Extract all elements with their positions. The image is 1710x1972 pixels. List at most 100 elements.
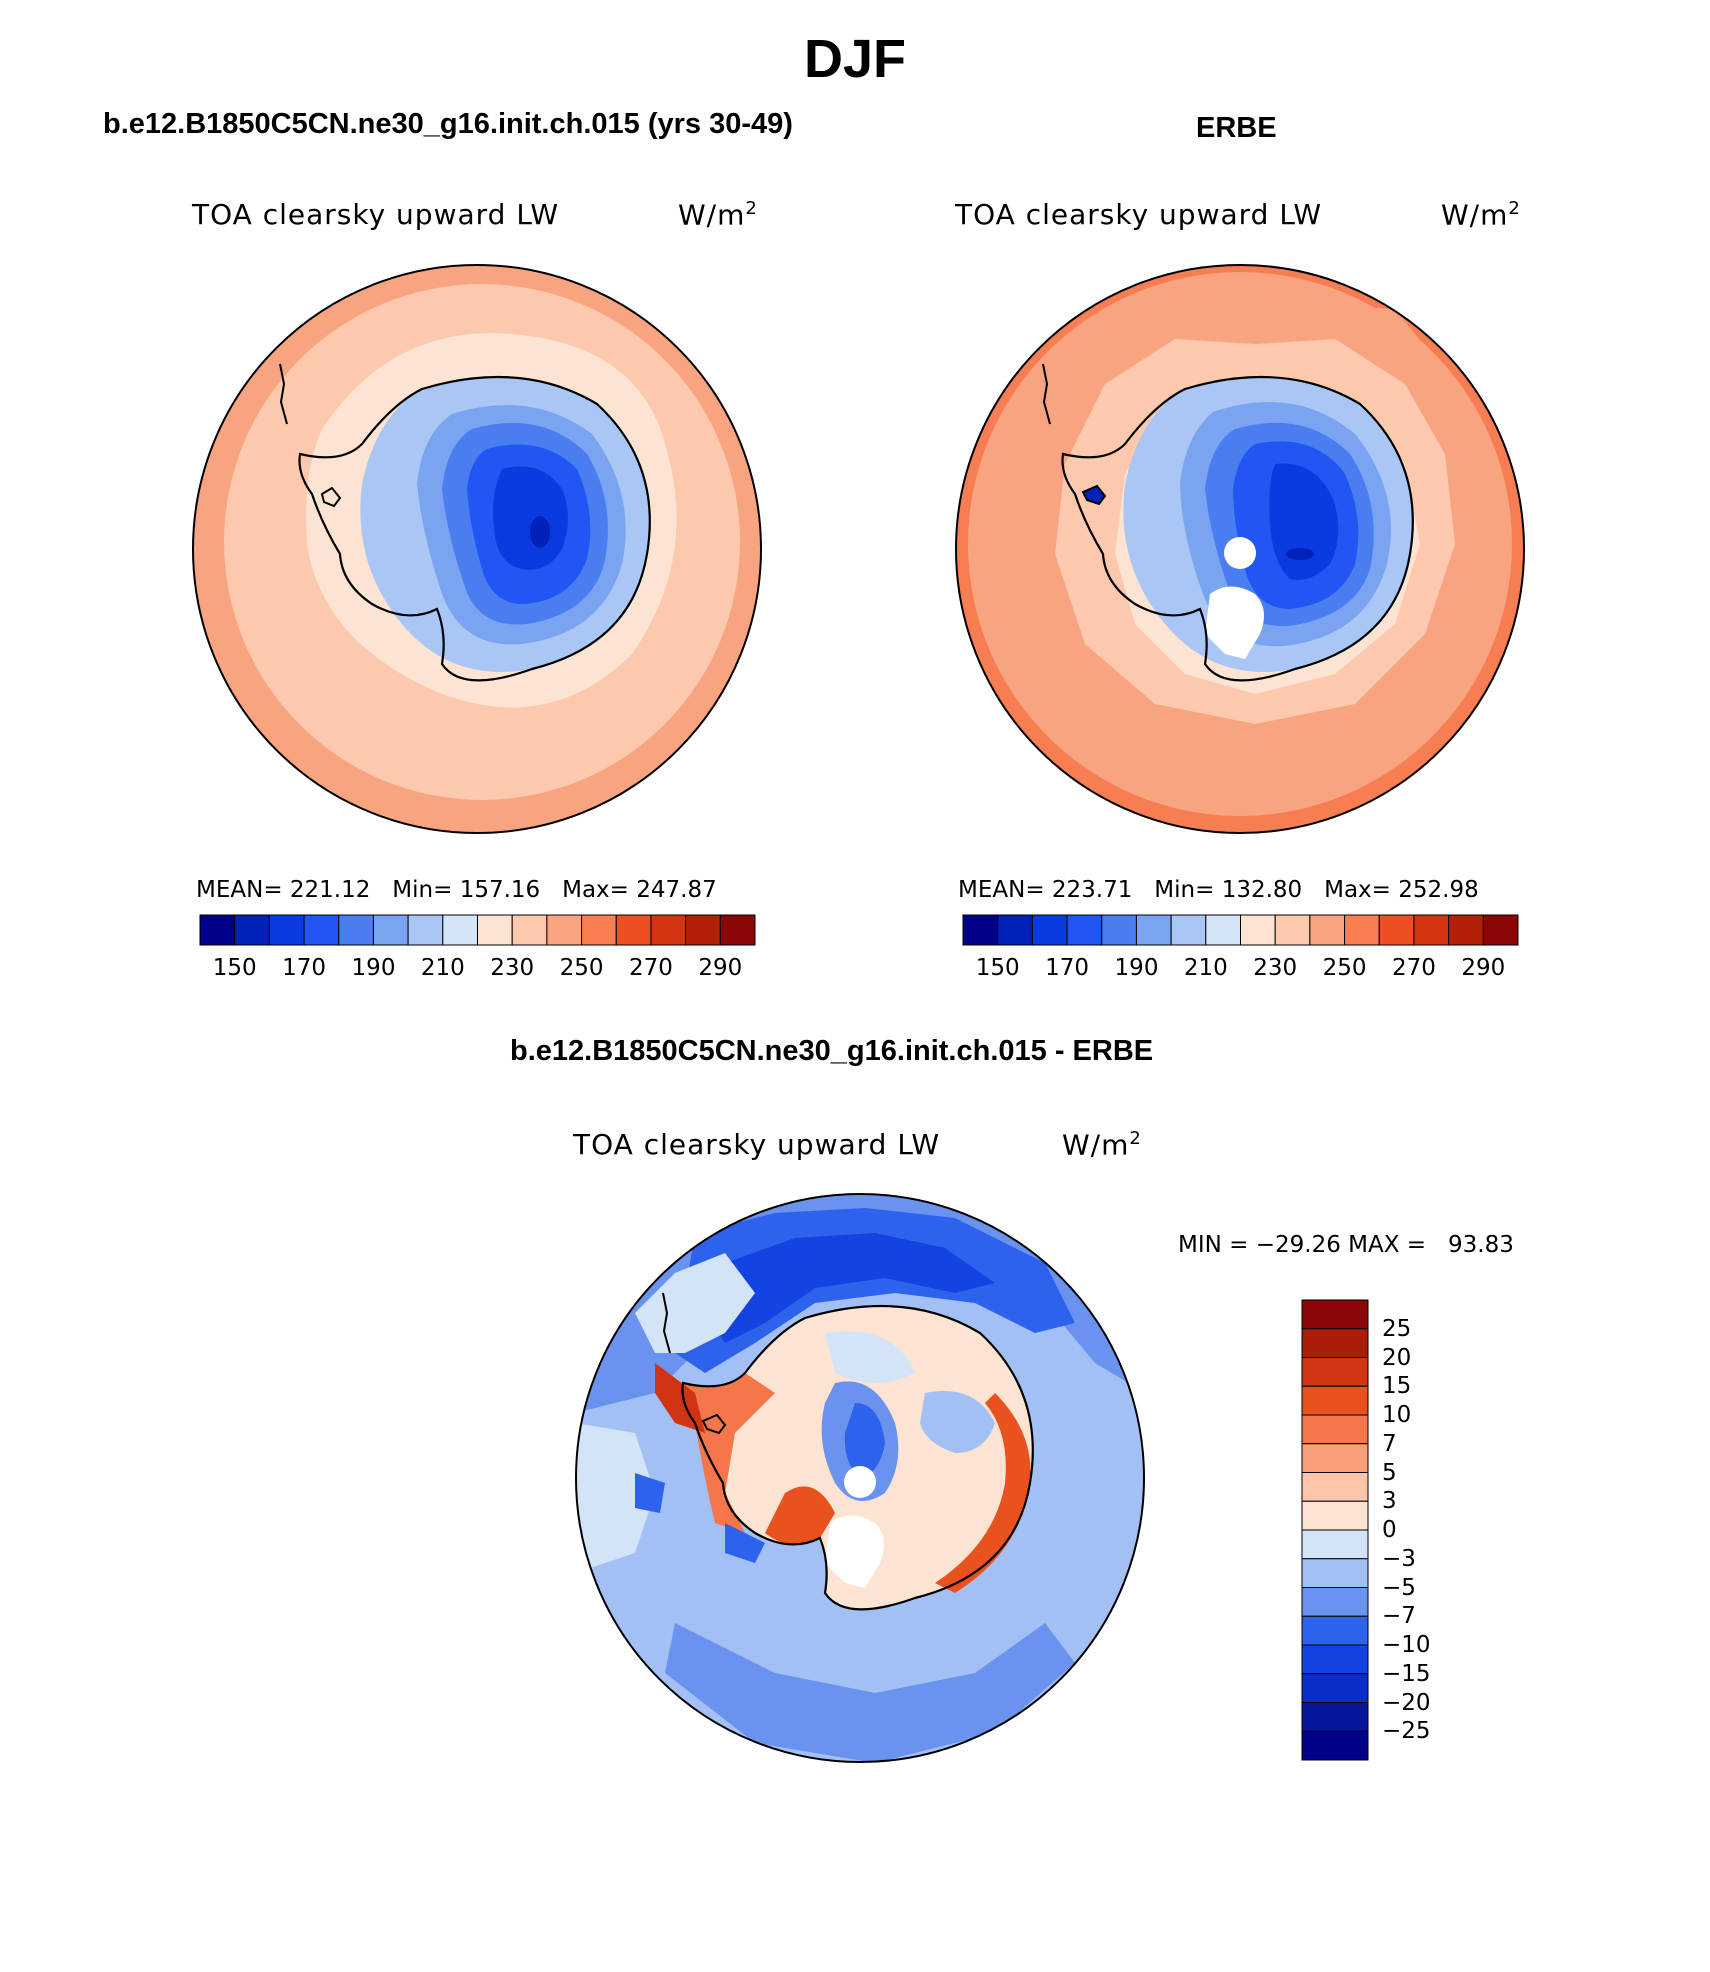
colorbar-swatch bbox=[685, 914, 721, 946]
panel2-variable-label: TOA clearsky upward LW bbox=[955, 198, 1323, 231]
panel3-polar-map bbox=[575, 1193, 1145, 1763]
colorbar-swatch bbox=[1309, 914, 1346, 946]
colorbar-swatch bbox=[234, 914, 270, 946]
panel3-title: b.e12.B1850C5CN.ne30_g16.init.ch.015 - E… bbox=[510, 1035, 1154, 1067]
colorbar-swatch bbox=[1066, 914, 1103, 946]
colorbar-swatch bbox=[546, 914, 583, 946]
colorbar-swatch bbox=[1344, 914, 1380, 946]
panel3-tick: 15 bbox=[1382, 1373, 1412, 1400]
colorbar-swatch bbox=[1301, 1500, 1369, 1531]
panel1-tick: 290 bbox=[698, 955, 743, 981]
panel3-units-label: W/m2 bbox=[1062, 1128, 1142, 1162]
colorbar-swatch bbox=[1301, 1385, 1369, 1416]
panel3-variable-label: TOA clearsky upward LW bbox=[573, 1128, 941, 1161]
colorbar-swatch bbox=[1301, 1702, 1369, 1732]
colorbar-swatch bbox=[1274, 914, 1311, 946]
panel3-colorbar-ticks: 25 20 15 10 7 5 3 0 −3 −5 −7 −10 −15 −20… bbox=[1382, 1300, 1442, 1760]
colorbar-swatch bbox=[199, 914, 236, 946]
colorbar-swatch bbox=[477, 914, 513, 946]
colorbar-swatch bbox=[1301, 1443, 1369, 1473]
colorbar-swatch bbox=[1301, 1472, 1369, 1502]
colorbar-swatch bbox=[1301, 1357, 1369, 1387]
panel1-polar-map bbox=[192, 264, 762, 834]
colorbar-swatch bbox=[1378, 914, 1415, 946]
colorbar-swatch bbox=[303, 914, 340, 946]
panel2-polar-map bbox=[955, 264, 1525, 834]
panel2-tick: 290 bbox=[1461, 955, 1506, 981]
panel1-units-label: W/m2 bbox=[678, 198, 758, 232]
panel2-colorbar-ticks: 150 170 190 210 230 250 270 290 bbox=[963, 955, 1518, 985]
panel3-tick: 25 bbox=[1382, 1315, 1412, 1342]
panel3-tick: 10 bbox=[1382, 1402, 1412, 1428]
colorbar-swatch bbox=[1301, 1529, 1369, 1560]
panel1-colorbar-ticks: 150 170 190 210 230 250 270 290 bbox=[200, 955, 755, 985]
colorbar-swatch bbox=[407, 914, 444, 946]
panel3-min-max: MIN = −29.26 MAX = 93.83 bbox=[1178, 1232, 1514, 1258]
panel3-tick: 3 bbox=[1382, 1488, 1397, 1515]
panel2-tick: 190 bbox=[1114, 955, 1159, 981]
panel1-stats: MEAN= 221.12 Min= 157.16 Max= 247.87 bbox=[196, 877, 717, 903]
panel3-tick: −3 bbox=[1382, 1545, 1416, 1572]
panel2-tick: 270 bbox=[1391, 955, 1436, 981]
panel1-tick: 210 bbox=[420, 955, 465, 981]
colorbar-swatch bbox=[1031, 914, 1068, 946]
colorbar-swatch bbox=[372, 914, 409, 946]
panel3-tick: 0 bbox=[1382, 1517, 1397, 1543]
panel3-tick: −25 bbox=[1382, 1718, 1431, 1745]
panel1-tick: 250 bbox=[559, 955, 604, 981]
colorbar-swatch bbox=[442, 914, 478, 946]
colorbar-swatch bbox=[1482, 914, 1519, 946]
panel1-variable-label: TOA clearsky upward LW bbox=[192, 198, 560, 231]
colorbar-swatch bbox=[1301, 1673, 1369, 1703]
panel3-tick: 20 bbox=[1382, 1344, 1412, 1371]
panel2-tick: 170 bbox=[1045, 955, 1090, 981]
colorbar-swatch bbox=[1301, 1414, 1369, 1445]
panel3-tick: −20 bbox=[1382, 1689, 1431, 1716]
colorbar-swatch bbox=[1170, 914, 1207, 946]
panel2-tick: 230 bbox=[1253, 955, 1298, 981]
panel3-tick: −7 bbox=[1382, 1603, 1416, 1630]
panel2-title: ERBE bbox=[1196, 112, 1277, 144]
panel1-title: b.e12.B1850C5CN.ne30_g16.init.ch.015 (yr… bbox=[103, 108, 793, 140]
colorbar-swatch bbox=[1301, 1299, 1369, 1330]
panel1-tick: 230 bbox=[490, 955, 535, 981]
colorbar-swatch bbox=[1240, 914, 1276, 946]
panel1-colorbar bbox=[199, 914, 756, 946]
colorbar-swatch bbox=[1301, 1730, 1369, 1761]
colorbar-swatch bbox=[1301, 1328, 1369, 1358]
colorbar-swatch bbox=[338, 914, 374, 946]
panel2-stats: MEAN= 223.71 Min= 132.80 Max= 252.98 bbox=[958, 877, 1479, 903]
colorbar-swatch bbox=[1135, 914, 1172, 946]
colorbar-swatch bbox=[719, 914, 756, 946]
panel2-tick: 150 bbox=[975, 955, 1020, 981]
colorbar-swatch bbox=[268, 914, 305, 946]
panel2-colorbar bbox=[962, 914, 1519, 946]
panel1-tick: 270 bbox=[628, 955, 673, 981]
panel1-tick: 190 bbox=[351, 955, 396, 981]
panel2-tick: 210 bbox=[1183, 955, 1228, 981]
panel2-units-label: W/m2 bbox=[1441, 198, 1521, 232]
colorbar-swatch bbox=[1301, 1644, 1369, 1675]
colorbar-swatch bbox=[962, 914, 999, 946]
colorbar-swatch bbox=[1301, 1558, 1369, 1588]
colorbar-swatch bbox=[511, 914, 548, 946]
colorbar-swatch bbox=[615, 914, 652, 946]
colorbar-swatch bbox=[650, 914, 687, 946]
colorbar-swatch bbox=[1413, 914, 1450, 946]
colorbar-swatch bbox=[581, 914, 617, 946]
colorbar-swatch bbox=[1448, 914, 1484, 946]
figure-title: DJF bbox=[803, 29, 906, 89]
panel3-tick: −10 bbox=[1382, 1632, 1431, 1658]
colorbar-swatch bbox=[1301, 1615, 1369, 1646]
panel3-tick: −15 bbox=[1382, 1660, 1431, 1687]
panel3-tick: −5 bbox=[1382, 1574, 1416, 1601]
panel1-tick: 150 bbox=[212, 955, 257, 981]
panel3-colorbar bbox=[1301, 1299, 1369, 1761]
panel2-tick: 250 bbox=[1322, 955, 1367, 981]
colorbar-swatch bbox=[1205, 914, 1241, 946]
colorbar-swatch bbox=[1101, 914, 1137, 946]
panel1-tick: 170 bbox=[282, 955, 327, 981]
colorbar-swatch bbox=[1301, 1587, 1369, 1617]
panel3-tick: 7 bbox=[1382, 1430, 1397, 1457]
colorbar-swatch bbox=[997, 914, 1033, 946]
